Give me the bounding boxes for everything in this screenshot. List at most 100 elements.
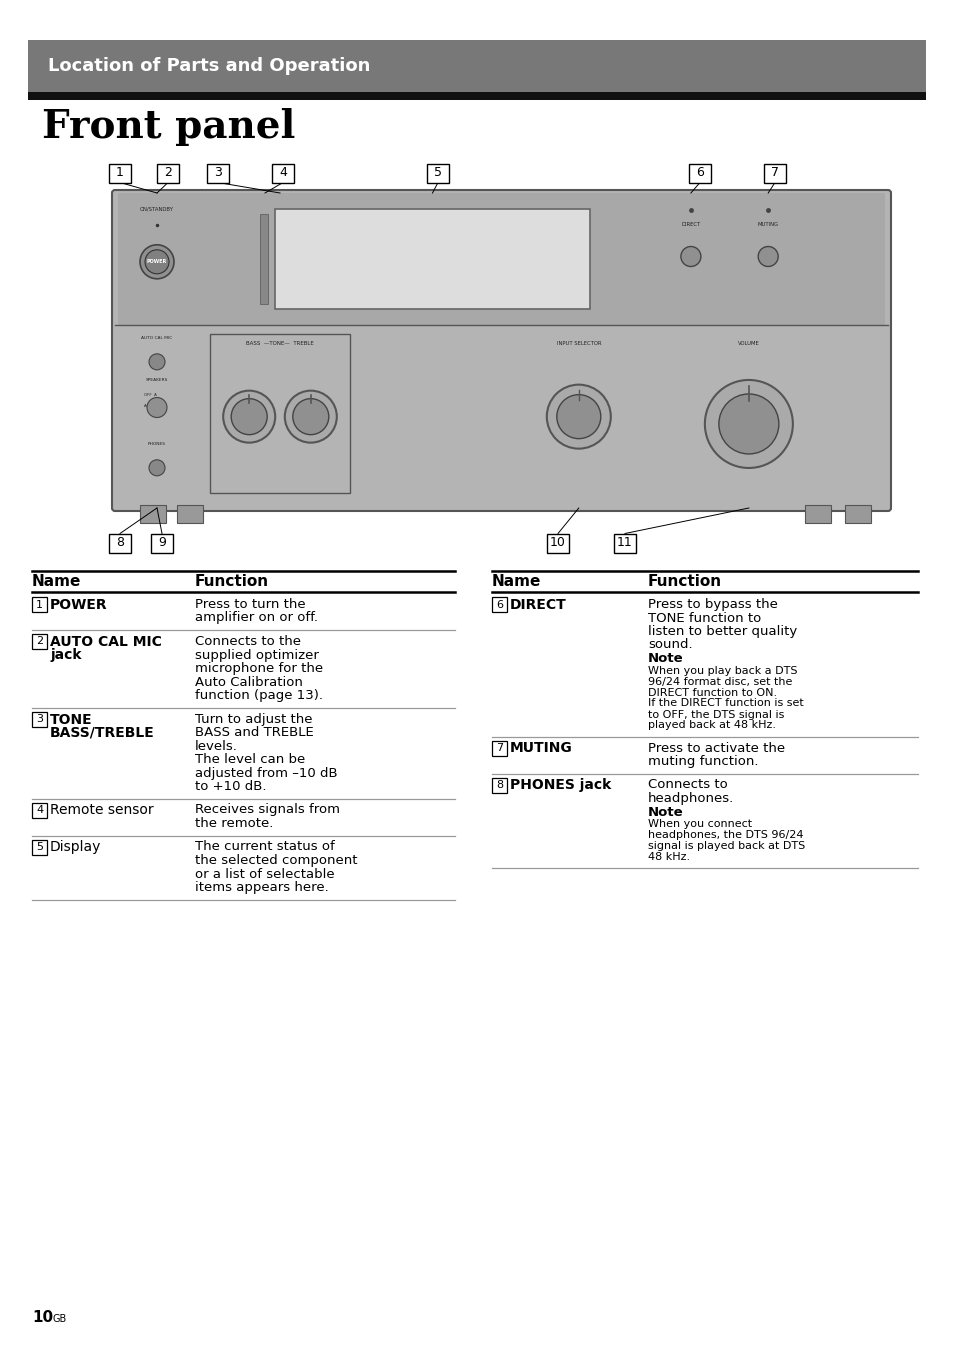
Text: Receives signals from: Receives signals from: [194, 803, 339, 817]
Circle shape: [223, 391, 274, 442]
Circle shape: [293, 399, 329, 434]
Text: 7: 7: [770, 166, 779, 180]
Text: 5: 5: [434, 166, 441, 180]
Bar: [32, 711, 47, 726]
Text: DIRECT function to ON.: DIRECT function to ON.: [647, 688, 777, 698]
Bar: [427, 164, 449, 183]
Text: TONE function to: TONE function to: [647, 611, 760, 625]
Text: Note: Note: [647, 652, 683, 665]
Circle shape: [758, 246, 778, 266]
Circle shape: [149, 354, 165, 370]
Circle shape: [285, 391, 336, 442]
Text: GB: GB: [52, 1314, 66, 1324]
Text: or a list of selectable: or a list of selectable: [194, 868, 335, 880]
Text: to +10 dB.: to +10 dB.: [194, 780, 266, 794]
Text: Auto Calibration: Auto Calibration: [194, 676, 302, 688]
Text: 6: 6: [496, 599, 502, 610]
Text: A+B: A+B: [144, 404, 152, 408]
Text: amplifier on or off.: amplifier on or off.: [194, 611, 317, 625]
Bar: [763, 164, 785, 183]
Circle shape: [147, 397, 167, 418]
Bar: [32, 598, 47, 612]
Text: 6: 6: [696, 166, 703, 180]
Bar: [151, 534, 172, 553]
Circle shape: [704, 380, 792, 468]
Bar: [272, 164, 294, 183]
Text: 2: 2: [164, 166, 172, 180]
Text: 10: 10: [550, 537, 565, 549]
Text: 96/24 format disc, set the: 96/24 format disc, set the: [647, 676, 792, 687]
Text: BASS and TREBLE: BASS and TREBLE: [194, 726, 314, 740]
Text: The current status of: The current status of: [194, 841, 335, 853]
Text: the selected component: the selected component: [194, 854, 357, 867]
Bar: [32, 634, 47, 649]
Bar: [546, 534, 568, 553]
Text: 3: 3: [36, 714, 43, 725]
FancyBboxPatch shape: [112, 191, 890, 511]
Text: INPUT SELECTOR: INPUT SELECTOR: [556, 341, 600, 346]
Circle shape: [149, 460, 165, 476]
Bar: [157, 164, 179, 183]
Text: 3: 3: [213, 166, 222, 180]
Text: sound.: sound.: [647, 638, 692, 652]
Text: microphone for the: microphone for the: [194, 662, 323, 675]
Text: 1: 1: [116, 166, 124, 180]
Text: Front panel: Front panel: [42, 108, 295, 146]
Bar: [28, 92, 925, 100]
Bar: [118, 193, 884, 326]
Text: 48 kHz.: 48 kHz.: [647, 852, 689, 863]
Text: Press to activate the: Press to activate the: [647, 741, 784, 754]
Text: 9: 9: [158, 537, 166, 549]
Circle shape: [680, 246, 700, 266]
Text: MUTING: MUTING: [757, 222, 778, 227]
Text: BASS  —TONE—  TREBLE: BASS —TONE— TREBLE: [246, 341, 314, 346]
Text: 8: 8: [496, 780, 502, 790]
Text: Function: Function: [194, 575, 269, 589]
Text: Function: Function: [647, 575, 721, 589]
Text: OFF  A: OFF A: [144, 392, 156, 396]
Text: 4: 4: [279, 166, 287, 180]
Bar: [492, 777, 506, 792]
Text: TONE: TONE: [50, 713, 92, 726]
Text: levels.: levels.: [194, 740, 237, 753]
Bar: [109, 534, 131, 553]
Bar: [140, 506, 166, 523]
Text: If the DIRECT function is set: If the DIRECT function is set: [647, 699, 803, 708]
Circle shape: [140, 245, 173, 279]
Text: The level can be: The level can be: [194, 753, 305, 767]
Circle shape: [231, 399, 267, 434]
Text: Press to turn the: Press to turn the: [194, 598, 305, 611]
Text: BASS/TREBLE: BASS/TREBLE: [50, 726, 154, 740]
Text: ON/STANDBY: ON/STANDBY: [140, 207, 173, 211]
Text: headphones.: headphones.: [647, 792, 734, 804]
Text: AUTO CAL MIC: AUTO CAL MIC: [50, 635, 162, 649]
Text: supplied optimizer: supplied optimizer: [194, 649, 318, 661]
Text: PHONES: PHONES: [148, 442, 166, 446]
Text: Note: Note: [647, 806, 683, 818]
Bar: [32, 803, 47, 818]
Text: muting function.: muting function.: [647, 754, 758, 768]
Bar: [32, 840, 47, 854]
Text: adjusted from –10 dB: adjusted from –10 dB: [194, 767, 337, 780]
Text: 8: 8: [116, 537, 124, 549]
Bar: [614, 534, 636, 553]
Text: played back at 48 kHz.: played back at 48 kHz.: [647, 721, 775, 730]
Circle shape: [546, 385, 610, 449]
Text: POWER: POWER: [50, 598, 108, 612]
Text: to OFF, the DTS signal is: to OFF, the DTS signal is: [647, 710, 783, 719]
Text: the remote.: the remote.: [194, 817, 274, 830]
Text: DIRECT: DIRECT: [680, 222, 700, 227]
Text: Turn to adjust the: Turn to adjust the: [194, 713, 313, 726]
Text: Name: Name: [32, 575, 81, 589]
Text: MUTING: MUTING: [510, 741, 572, 756]
Text: 2: 2: [36, 637, 43, 646]
Bar: [804, 506, 830, 523]
Text: jack: jack: [50, 649, 81, 662]
Text: 10: 10: [32, 1310, 53, 1325]
Text: 7: 7: [496, 744, 502, 753]
Bar: [492, 741, 506, 756]
Circle shape: [719, 393, 778, 454]
Text: 5: 5: [36, 842, 43, 852]
Circle shape: [557, 395, 600, 438]
Bar: [109, 164, 131, 183]
